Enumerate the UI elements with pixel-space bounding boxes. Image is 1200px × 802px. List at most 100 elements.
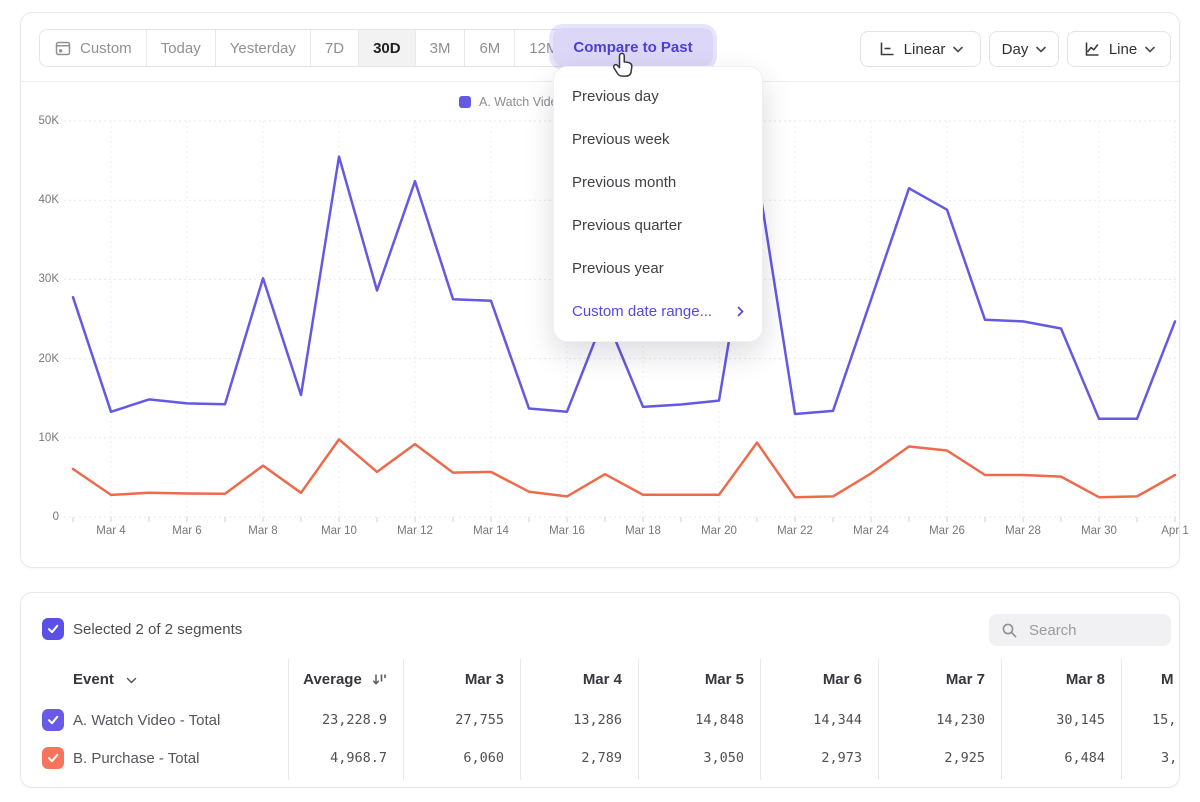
chart-type-dropdown[interactable]: Line xyxy=(1067,31,1171,67)
cell-value: 14,230 xyxy=(936,712,985,728)
date-column-header[interactable]: Mar 8 xyxy=(1065,671,1105,688)
x-axis-tick-label: Mar 4 xyxy=(96,525,126,537)
cell-value: 6,484 xyxy=(1064,750,1105,766)
calendar-icon xyxy=(55,41,71,56)
date-range-yesterday[interactable]: Yesterday xyxy=(216,30,311,66)
date-range-today[interactable]: Today xyxy=(147,30,216,66)
column-separator xyxy=(288,659,289,780)
date-range-selector: Custom Today Yesterday 7D 30D 3M 6M 12M xyxy=(39,29,574,67)
average-column-header[interactable]: Average xyxy=(303,671,387,688)
scale-dropdown-label: Linear xyxy=(903,40,946,58)
cell-value: 3,050 xyxy=(703,750,744,766)
menu-item-previous-quarter[interactable]: Previous quarter xyxy=(572,217,683,234)
legend-swatch-a xyxy=(459,96,471,108)
x-axis-tick-label: Mar 28 xyxy=(1005,525,1041,537)
cell-value-clipped: 3, xyxy=(1161,750,1178,766)
x-axis-tick-label: Mar 14 xyxy=(473,525,509,537)
row-label[interactable]: B. Purchase - Total xyxy=(73,750,200,767)
row-checkbox-watch-video[interactable] xyxy=(42,709,64,731)
cell-value-clipped: 15, xyxy=(1152,712,1177,728)
date-column-header-clipped[interactable]: M xyxy=(1161,671,1174,688)
date-column-header[interactable]: Mar 6 xyxy=(822,671,862,688)
column-separator xyxy=(878,659,879,780)
row-label[interactable]: A. Watch Video - Total xyxy=(73,712,221,729)
linear-axis-icon xyxy=(880,42,894,56)
menu-item-previous-month[interactable]: Previous month xyxy=(572,174,677,191)
x-axis-tick-label: Apr 1 xyxy=(1161,525,1189,537)
cell-value: 13,286 xyxy=(573,712,622,728)
series-line-a[interactable] xyxy=(71,155,1177,421)
sort-descending-icon xyxy=(372,674,386,685)
column-separator xyxy=(403,659,404,780)
x-axis-tick-label: Mar 20 xyxy=(701,525,737,537)
average-value: 4,968.7 xyxy=(330,750,387,766)
y-axis-tick: 30K xyxy=(38,273,59,286)
y-axis-tick: 10K xyxy=(38,431,59,444)
interval-dropdown-label: Day xyxy=(1001,40,1029,58)
date-range-30d[interactable]: 30D xyxy=(359,30,416,66)
cell-value: 14,344 xyxy=(813,712,862,728)
date-range-7d[interactable]: 7D xyxy=(311,30,360,66)
compare-to-past-button[interactable]: Compare to Past xyxy=(553,28,713,66)
date-column-header[interactable]: Mar 5 xyxy=(704,671,744,688)
search-input[interactable] xyxy=(1027,620,1161,640)
cell-value: 6,060 xyxy=(463,750,504,766)
date-column-header[interactable]: Mar 4 xyxy=(582,671,622,688)
menu-item-custom-date-range[interactable]: Custom date range... xyxy=(554,290,762,333)
column-separator xyxy=(638,659,639,780)
x-axis-tick-label: Mar 8 xyxy=(248,525,278,537)
chart-type-dropdown-label: Line xyxy=(1108,40,1138,58)
x-axis-tick-label: Mar 18 xyxy=(625,525,661,537)
cell-value: 2,925 xyxy=(944,750,985,766)
y-axis-tick: 50K xyxy=(38,115,59,127)
date-range-12m[interactable]: 12M xyxy=(529,39,559,57)
menu-item-previous-day[interactable]: Previous day xyxy=(572,88,659,105)
cell-value: 2,789 xyxy=(581,750,622,766)
date-column-header[interactable]: Mar 7 xyxy=(945,671,985,688)
line-chart-icon xyxy=(1085,42,1099,56)
column-separator xyxy=(520,659,521,780)
date-range-6m[interactable]: 6M xyxy=(465,30,516,66)
scale-dropdown[interactable]: Linear xyxy=(860,31,981,67)
date-range-label: Custom xyxy=(80,39,132,57)
column-separator xyxy=(1121,659,1122,780)
y-axis-tick: 0 xyxy=(52,511,59,523)
cell-value: 14,848 xyxy=(695,712,744,728)
chevron-down-icon xyxy=(1036,46,1047,53)
menu-item-previous-year[interactable]: Previous year xyxy=(572,260,664,277)
compare-to-past-menu: Previous day Previous week Previous mont… xyxy=(553,66,763,342)
segments-table-card: Selected 2 of 2 segments Event Average M… xyxy=(20,592,1180,788)
x-axis-tick-label: Mar 10 xyxy=(321,525,357,537)
x-axis-tick-label: Mar 24 xyxy=(853,525,889,537)
x-axis-tick-label: Mar 16 xyxy=(549,525,585,537)
column-separator xyxy=(1001,659,1002,780)
average-value: 23,228.9 xyxy=(321,712,387,728)
event-column-header[interactable]: Event xyxy=(73,671,137,688)
cell-value: 30,145 xyxy=(1056,712,1105,728)
check-icon xyxy=(48,624,59,634)
x-axis-tick-label: Mar 30 xyxy=(1081,525,1117,537)
cell-value: 27,755 xyxy=(455,712,504,728)
chevron-down-icon xyxy=(1145,46,1155,53)
search-box[interactable] xyxy=(989,614,1171,646)
date-range-custom[interactable]: Custom xyxy=(40,30,147,66)
chevron-down-icon xyxy=(126,677,137,684)
y-axis-tick: 40K xyxy=(38,194,59,207)
date-range-3m[interactable]: 3M xyxy=(416,30,466,66)
check-icon xyxy=(48,715,59,725)
x-axis-tick-label: Mar 26 xyxy=(929,525,965,537)
row-checkbox-purchase[interactable] xyxy=(42,747,64,769)
interval-dropdown[interactable]: Day xyxy=(989,31,1059,67)
date-column-header[interactable]: Mar 3 xyxy=(464,671,504,688)
column-separator xyxy=(760,659,761,780)
x-axis-tick-label: Mar 22 xyxy=(777,525,813,537)
y-axis-tick: 20K xyxy=(38,352,59,365)
series-line-b[interactable] xyxy=(71,438,1177,499)
cell-value: 2,973 xyxy=(821,750,862,766)
chevron-right-icon xyxy=(737,306,744,317)
select-all-checkbox[interactable] xyxy=(42,618,64,640)
menu-item-previous-week[interactable]: Previous week xyxy=(572,131,670,148)
check-icon xyxy=(48,753,59,763)
x-axis-tick-label: Mar 6 xyxy=(172,525,202,537)
x-axis-tick-label: Mar 12 xyxy=(397,525,433,537)
